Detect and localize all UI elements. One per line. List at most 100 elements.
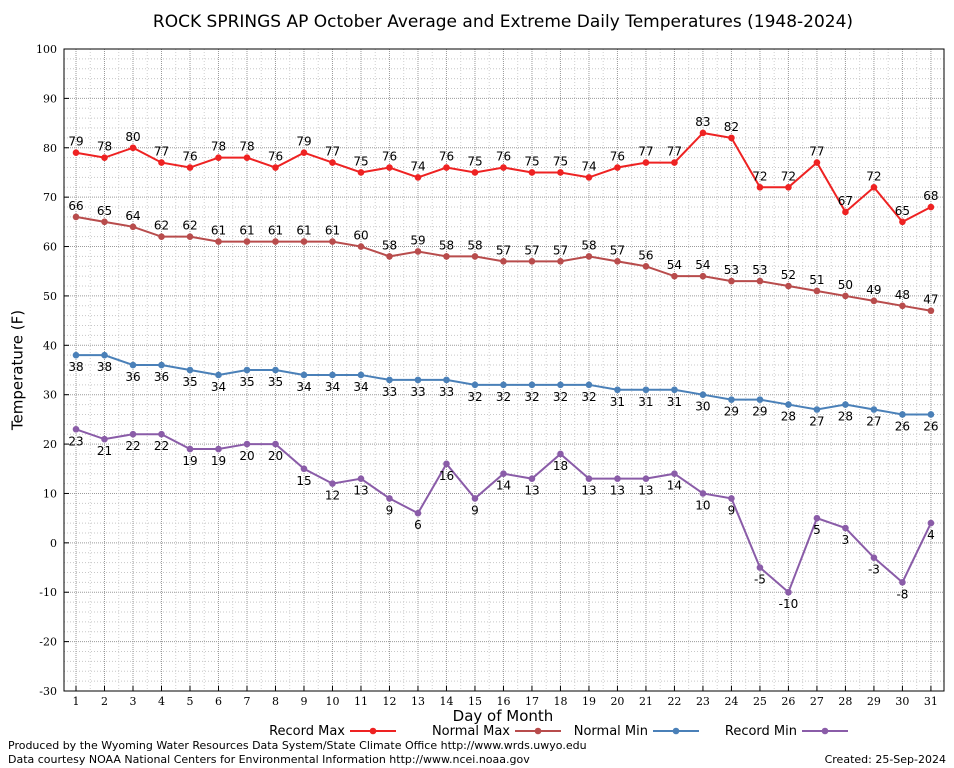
data-label: 53: [724, 263, 739, 277]
data-point: [243, 154, 251, 161]
data-point: [386, 164, 393, 171]
data-point: [500, 381, 507, 389]
data-point: [899, 218, 906, 226]
data-label: -5: [754, 573, 766, 587]
data-point: [756, 277, 764, 285]
data-point: [386, 495, 393, 502]
data-point: [414, 376, 422, 384]
data-label: 77: [325, 145, 340, 159]
data-point: [842, 292, 849, 300]
data-label: 36: [125, 370, 140, 384]
data-label: 29: [752, 405, 767, 419]
data-label: 54: [667, 258, 682, 272]
data-point: [500, 258, 507, 265]
data-point: [671, 470, 678, 478]
data-point: [471, 495, 479, 502]
data-point: [756, 564, 764, 571]
data-point: [72, 351, 80, 359]
data-point: [870, 183, 878, 191]
data-label: 72: [866, 169, 881, 183]
data-label: 32: [581, 390, 596, 404]
data-point: [72, 425, 80, 433]
x-tick-label: 19: [582, 695, 596, 708]
data-point: [129, 430, 137, 438]
y-tick-label: 0: [50, 537, 57, 550]
data-point: [329, 480, 336, 487]
data-label: 27: [866, 415, 881, 429]
data-point: [614, 475, 621, 482]
data-label: 31: [638, 395, 653, 409]
data-point: [642, 386, 650, 394]
data-point: [101, 351, 108, 359]
data-label: 34: [353, 380, 368, 394]
data-label: 13: [524, 484, 539, 498]
data-label: 67: [838, 194, 853, 208]
data-point: [557, 450, 564, 458]
y-tick-label: 80: [43, 142, 57, 155]
x-tick-label: 11: [354, 695, 368, 708]
legend-label: Normal Min: [574, 724, 648, 739]
data-point: [528, 475, 536, 482]
data-label: 38: [68, 360, 83, 374]
data-label: 65: [97, 204, 112, 218]
data-point: [585, 174, 593, 181]
data-point: [329, 371, 336, 379]
data-label: 32: [524, 390, 539, 404]
data-label: 57: [610, 243, 625, 257]
data-point: [927, 519, 935, 527]
data-point: [728, 396, 735, 403]
data-label: 31: [667, 395, 682, 409]
data-point: [158, 233, 165, 240]
legend-entry: Normal Max: [432, 724, 561, 739]
legend-entry: Record Max: [269, 724, 396, 739]
data-point: [557, 258, 564, 265]
data-label: -8: [896, 587, 908, 601]
data-label: 13: [581, 484, 596, 498]
x-tick-label: 25: [753, 695, 767, 708]
data-label: 61: [211, 224, 226, 238]
data-label: 35: [239, 375, 254, 389]
x-tick-label: 31: [924, 695, 938, 708]
data-label: 33: [439, 385, 454, 399]
data-point: [414, 174, 422, 181]
data-label: 72: [752, 169, 767, 183]
data-label: 61: [296, 224, 311, 238]
data-label: 58: [382, 238, 397, 252]
y-tick-label: 90: [43, 92, 57, 105]
data-label: 26: [923, 419, 938, 433]
data-label: 74: [581, 159, 596, 173]
data-label: 61: [325, 224, 340, 238]
data-label: 27: [809, 415, 824, 429]
x-tick-label: 1: [73, 695, 80, 708]
data-point: [272, 164, 279, 171]
x-tick-label: 24: [724, 695, 738, 708]
data-point: [471, 169, 479, 176]
data-point: [870, 406, 878, 413]
data-point: [899, 579, 906, 586]
data-label: 10: [695, 498, 710, 512]
data-point: [443, 376, 450, 384]
legend-marker: [821, 727, 829, 735]
data-point: [215, 154, 222, 161]
data-label: 50: [838, 278, 853, 292]
x-tick-label: 29: [867, 695, 881, 708]
data-label: 51: [809, 273, 824, 287]
data-point: [785, 588, 792, 596]
data-label: 76: [382, 150, 397, 164]
data-label: 82: [724, 120, 739, 134]
data-label: 77: [154, 145, 169, 159]
data-point: [500, 470, 507, 478]
data-label: 35: [182, 375, 197, 389]
data-label: 78: [97, 140, 112, 154]
data-point: [699, 129, 707, 137]
x-tick-label: 26: [781, 695, 795, 708]
data-label: 76: [439, 150, 454, 164]
data-point: [357, 243, 365, 250]
data-label: 19: [211, 454, 226, 468]
x-tick-label: 30: [895, 695, 909, 708]
data-label: 65: [895, 204, 910, 218]
data-label: 78: [211, 140, 226, 154]
data-point: [813, 406, 821, 413]
data-point: [728, 495, 735, 502]
legend-label: Normal Max: [432, 724, 510, 739]
